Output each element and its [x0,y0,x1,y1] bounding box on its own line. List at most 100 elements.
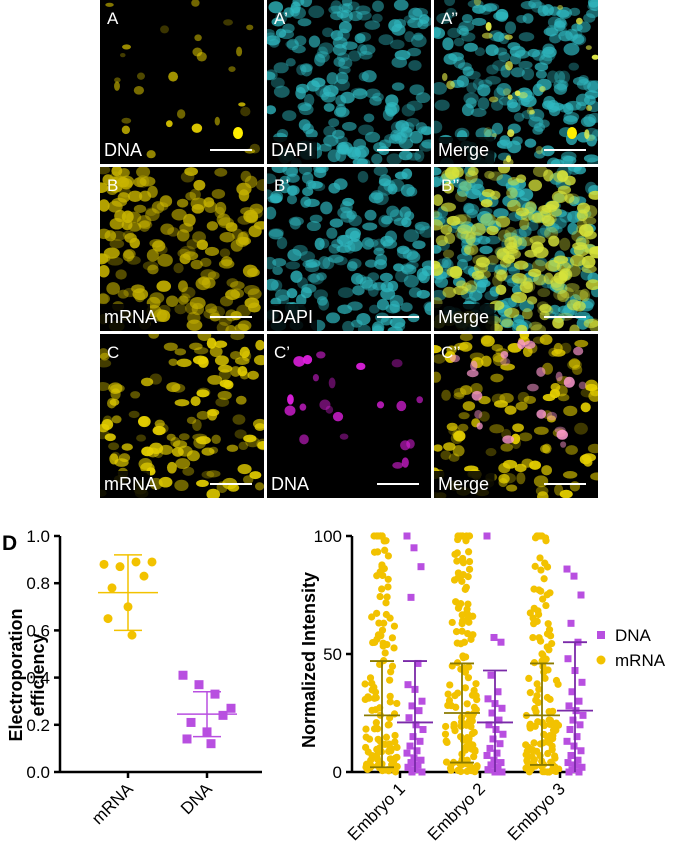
e-point-mrna [373,609,381,617]
e-x-tick-label: Embryo 2 [424,779,489,844]
e-point-dna [493,749,501,757]
e-point-mrna [463,610,472,618]
d-point-mrna [147,557,157,567]
e-point-mrna [533,680,541,688]
e-point-mrna [452,598,460,606]
e-point-dna [483,751,491,759]
e-point-dna [499,730,507,738]
e-point-mrna [448,618,456,627]
e-point-dna [415,707,423,715]
e-point-dna [404,681,412,689]
e-point-mrna [370,548,379,556]
legend-label: DNA [615,626,652,645]
e-point-dna [409,733,417,741]
e-point-dna [487,671,495,679]
e-errorbar-mrna [364,660,400,769]
e-point-dna [485,721,493,729]
d-errorbar-dna [177,691,237,738]
e-point-mrna [387,668,395,676]
e-point-mrna [381,546,389,554]
channel-label: Merge [438,140,489,160]
e-point-dna [575,768,583,776]
legend-marker-dna [597,631,605,639]
e-point-mrna [464,629,472,638]
channel-label: mRNA [104,474,157,494]
e-point-mrna [465,618,473,626]
e-point-mrna [391,738,399,746]
bright-cell [567,127,577,139]
e-point-dna [410,754,418,762]
e-point-mrna [375,619,383,627]
e-point-dna [417,563,425,571]
e-point-dna [570,742,578,750]
e-point-mrna [368,613,376,621]
e-point-dna [569,716,577,724]
d-point-dna [194,680,204,690]
e-point-dna [414,761,422,769]
e-point-dna [419,726,427,734]
e-point-mrna [374,762,382,770]
d-y-axis-title: Electroporation efficiency [6,608,48,741]
e-point-mrna [550,752,559,760]
d-point-mrna [99,559,109,569]
e-point-dna [489,735,497,743]
e-point-mrna [378,626,387,634]
e-point-mrna [388,634,397,642]
e-point-dna [498,704,506,712]
micrograph-panel-cp: C’ DNA [267,334,431,498]
d-point-dna [218,710,228,720]
micrograph-panel-app: A’’ Merge [434,0,598,164]
e-point-mrna [386,755,395,763]
e-point-mrna [453,549,461,557]
channel-label: DAPI [271,140,313,160]
d-point-dna [226,703,236,713]
e-point-mrna [453,639,461,647]
panel-label: A [107,9,119,28]
e-point-mrna [368,679,376,687]
e-point-dna [565,768,573,776]
e-point-dna [574,756,582,764]
e-point-mrna [382,733,391,741]
e-errorbar-dna [477,669,513,772]
cell-texture [284,351,423,469]
e-point-mrna [464,710,472,719]
e-point-mrna [381,740,389,748]
e-point-dna [408,768,416,776]
e-point-mrna [522,751,530,759]
d-x-tick-label: mRNA [88,779,137,828]
e-point-mrna [552,726,560,734]
e-point-mrna [543,643,551,651]
e-point-mrna [465,557,474,566]
e-errorbar-dna [557,641,593,772]
e-point-mrna [525,768,533,776]
e-point-mrna [470,703,478,711]
d-point-mrna [103,614,113,624]
e-point-mrna [552,719,560,727]
e-point-mrna [538,532,546,540]
d-point-mrna [107,583,117,593]
d-point-mrna [115,562,125,572]
e-point-dna [576,721,584,729]
e-point-dna [488,709,496,717]
e-point-mrna [393,699,401,708]
e-point-mrna [545,707,553,716]
e-point-mrna [446,681,454,689]
e-point-mrna [386,698,394,706]
e-point-dna [417,756,425,764]
e-point-mrna [444,690,452,698]
micrograph-panel-cpp: C’’ Merge [434,334,598,498]
e-point-dna [564,759,572,767]
e-point-dna [568,688,576,696]
e-point-mrna [372,694,380,702]
cell-texture [434,0,598,164]
micrograph-panel-bp: B’ DAPI [267,167,431,331]
e-point-dna [577,747,585,755]
e-point-dna [564,655,572,663]
e-point-mrna [549,732,557,740]
e-point-mrna [554,680,562,688]
e-y-tick-label: 100 [314,527,342,546]
panel-label: B’ [274,176,289,195]
e-point-dna [414,659,422,667]
